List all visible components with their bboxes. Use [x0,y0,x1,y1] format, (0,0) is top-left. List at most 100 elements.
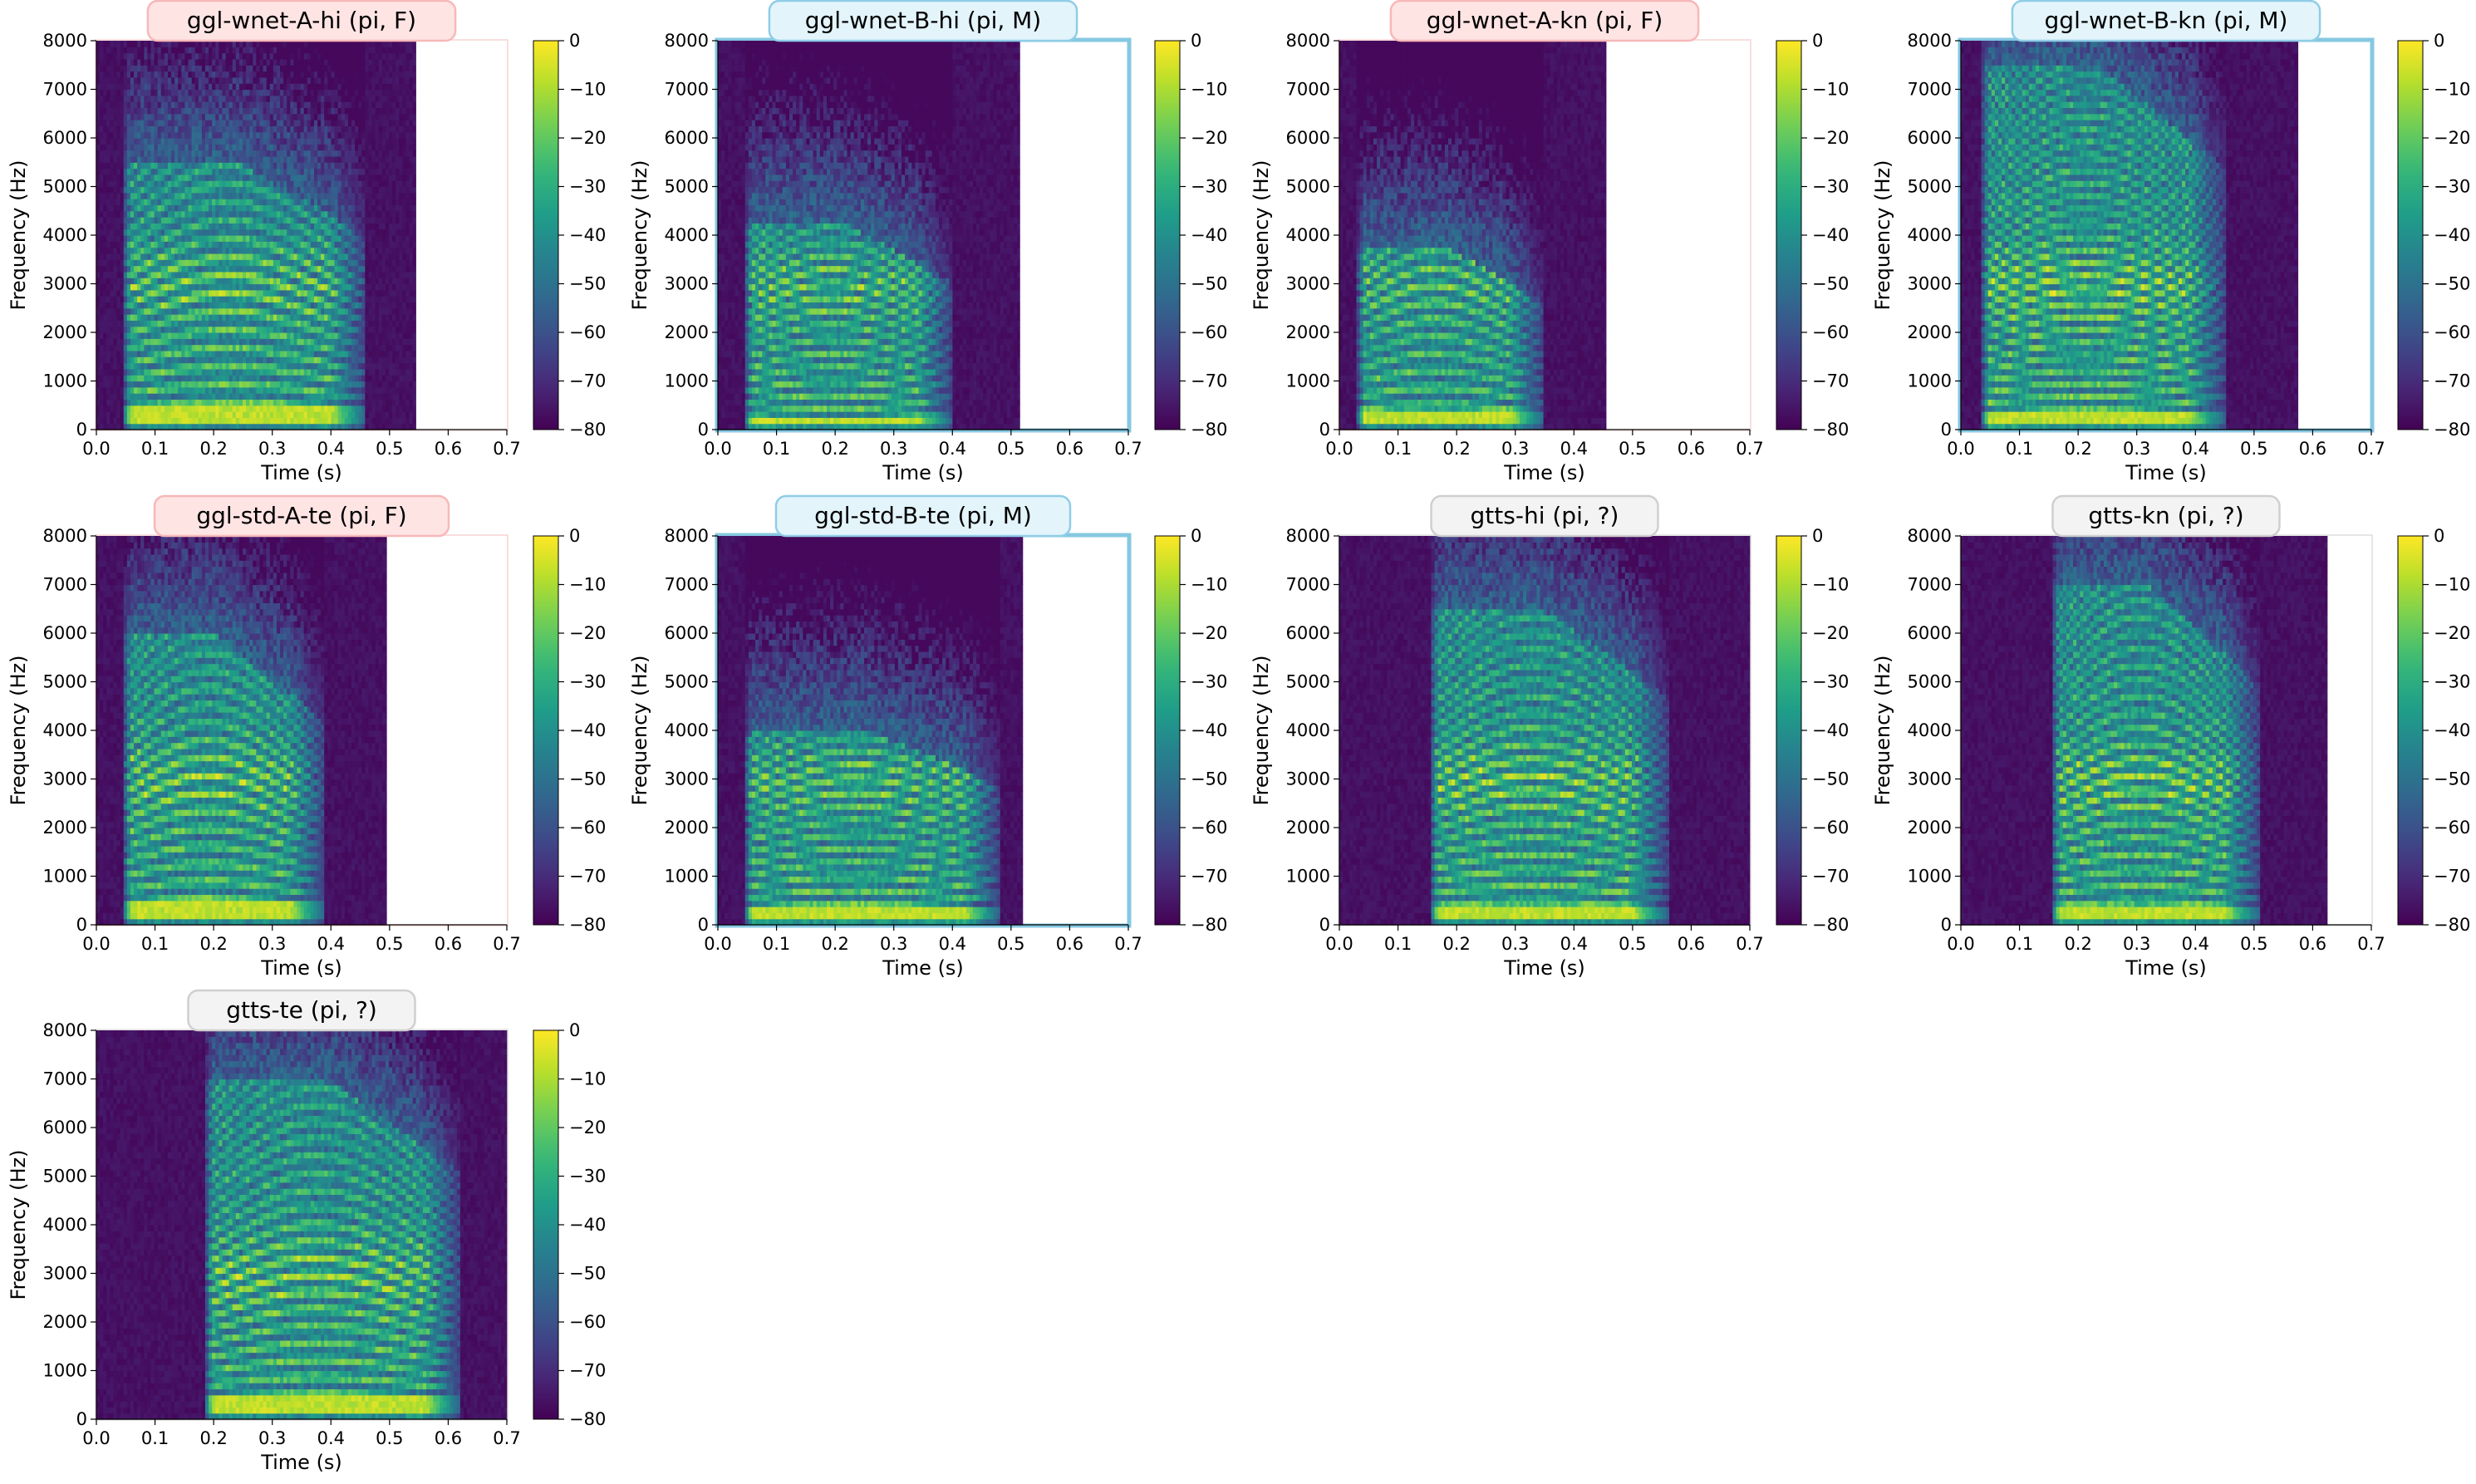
spectrogram-cell [120,138,125,145]
spectrogram-cell [140,229,145,236]
spectrogram-cell [124,253,128,260]
spectrogram-cell [155,47,159,53]
spectrogram-cell [147,90,151,96]
spectrogram-cell [161,71,165,78]
spectrogram-cell [106,327,111,333]
spectrogram-cell [117,107,121,114]
spectrogram-cell [100,248,104,254]
spectrogram-cell [158,381,162,388]
spectrogram-cell [165,114,169,120]
spectrogram-cell [140,114,145,120]
spectrogram-cell [120,248,125,254]
spectrogram-cell [140,332,145,339]
spectrogram-cell [168,375,172,381]
spectrogram-cell [147,223,151,229]
spectrogram-cell [137,235,141,242]
spectrogram-cell [158,338,162,345]
spectrogram-cell [150,338,155,345]
spectrogram-cell [117,180,121,187]
spectrogram-cell [127,411,131,418]
spectrogram-cell [150,132,155,139]
spectrogram-cell [150,83,155,90]
spectrogram-cell [120,90,125,96]
spectrogram-cell [144,266,148,273]
spectrogram-cell [165,204,169,211]
spectrogram-cell [161,96,165,102]
spectrogram-cell [117,120,121,126]
spectrogram-cell [165,217,169,224]
spectrogram-cell [161,375,165,381]
spectrogram-cell [155,65,159,71]
spectrogram-cell [110,59,114,66]
spectrogram-cell [103,90,107,96]
spectrogram-cell [158,259,162,266]
spectrogram-cell [150,296,155,302]
spectrogram-cell [161,411,165,418]
spectrogram-cell [124,223,128,229]
spectrogram-cell [134,211,138,218]
spectrogram-cell [150,59,155,66]
spectrogram-cell [150,169,155,175]
spectrogram-cell [117,211,121,218]
spectrogram-cell [144,411,148,418]
spectrogram-cell [113,162,117,169]
spectrogram-cell [130,90,135,96]
spectrogram-cell [140,338,145,345]
spectrogram-cell [120,59,125,66]
spectrogram-cell [158,235,162,242]
spectrogram-cell [127,284,131,291]
spectrogram-cell [134,47,138,53]
spectrogram-cell [103,405,107,412]
spectrogram-cell [150,229,155,236]
spectrogram-cell [130,125,135,132]
spectrogram-cell [158,387,162,394]
spectrogram-cell [134,59,138,66]
spectrogram-cell [130,174,135,181]
spectrogram-cell [103,332,107,339]
spectrogram-cell [100,375,104,381]
spectrogram-cell [117,217,121,224]
spectrogram-cell [147,193,151,199]
spectrogram-cell [113,278,117,284]
spectrogram-cell [117,356,121,363]
spectrogram-cell [158,162,162,169]
spectrogram-cell [103,204,107,211]
spectrogram-cell [155,83,159,90]
spectrogram-cell [165,375,169,381]
spectrogram-cell [155,363,159,370]
spectrogram-cell [113,338,117,345]
spectrogram-cell [134,296,138,302]
spectrogram-cell [140,187,145,194]
spectrogram-cell [158,369,162,376]
spectrogram-cell [147,132,151,139]
spectrogram-cell [161,399,165,405]
spectrogram-cell [96,284,101,291]
spectrogram-cell [150,405,155,412]
spectrogram-cell [144,114,148,120]
spectrogram-cell [150,411,155,418]
spectrogram-cell [161,296,165,302]
spectrogram-cell [96,308,101,315]
spectrogram-cell [168,345,172,351]
spectrogram-cell [168,107,172,114]
spectrogram-cell [158,107,162,114]
spectrogram-cell [134,266,138,273]
spectrogram-cell [127,393,131,400]
spectrogram-cell [124,204,128,211]
spectrogram-cell [113,320,117,327]
spectrogram-cell [120,47,125,53]
spectrogram-cell [103,241,107,248]
spectrogram-cell [161,199,165,205]
spectrogram-cell [124,90,128,96]
spectrogram-cell [144,229,148,236]
spectrogram-cell [130,363,135,370]
spectrogram-cell [155,169,159,175]
spectrogram-cell [110,405,114,412]
spectrogram-cell [144,381,148,388]
spectrogram-cell [120,174,125,181]
spectrogram-cell [137,314,141,321]
spectrogram-cell [120,253,125,260]
spectrogram-cell [103,41,107,47]
spectrogram-cell [127,65,131,71]
spectrogram-cell [127,278,131,284]
